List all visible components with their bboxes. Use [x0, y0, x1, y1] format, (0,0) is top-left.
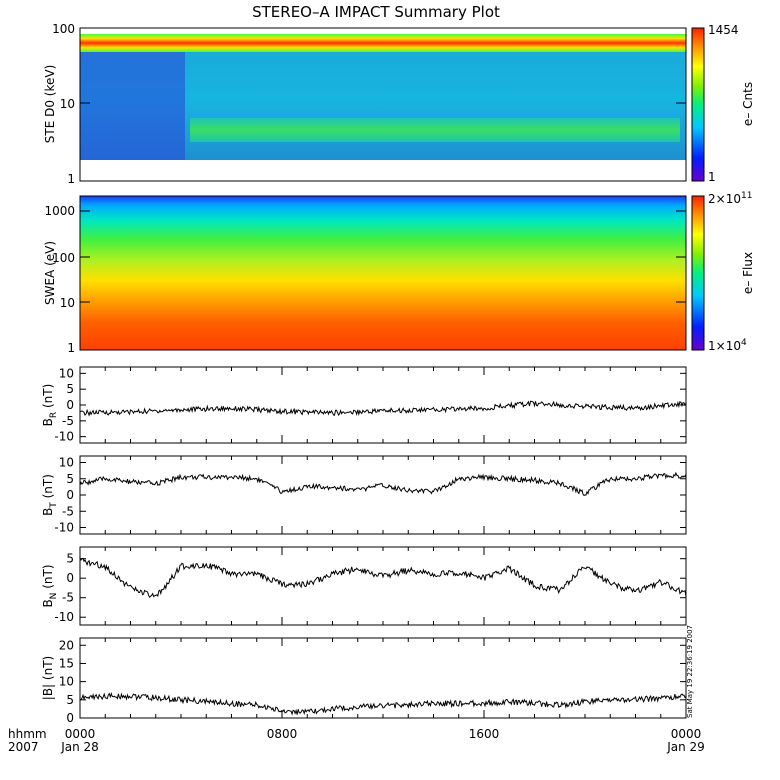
bt-y-label-sub: T	[49, 502, 59, 509]
bt-y-tick-label: 0	[66, 488, 74, 502]
swea-spectrogram	[80, 196, 686, 350]
swea-colorbar: 2×1011 1×104 e– Flux	[691, 191, 755, 353]
ste-y-axis-label: STE D0 (keV)	[43, 65, 57, 144]
swea-colorbar-min-mantissa: 1×10	[708, 339, 741, 353]
bmag-frame	[79, 637, 687, 719]
bn-y-tick-label: 5	[66, 552, 74, 566]
br-y-axis-label: BR (nT)	[41, 384, 59, 427]
swea-colorbar-max: 2×1011	[708, 191, 752, 206]
ste-early-data-gap	[80, 40, 185, 160]
bn-trace	[79, 557, 687, 598]
swea-y-axis-label: SWEA (eV)	[43, 241, 57, 305]
ste-colorbar-min: 1	[708, 170, 716, 184]
bt-y-axis-label: BT (nT)	[41, 474, 59, 516]
swea-panel: SWEA (eV) 1000 100 10 1	[43, 195, 687, 355]
bt-y-label-unit: (nT)	[41, 474, 55, 502]
time-tick-label-0: 0000	[65, 727, 96, 741]
bmag-panel: 0 5 10 15 20 |B| (nT)	[41, 637, 687, 725]
br-y-tick-label: 10	[59, 366, 74, 380]
ste-tick-label-10: 10	[60, 97, 75, 111]
bmag-trace	[79, 691, 687, 716]
swea-colorbar-min: 1×104	[708, 338, 747, 353]
ste-tick-label-100: 100	[52, 22, 75, 36]
bt-y-tick-label: -10	[54, 521, 74, 535]
ste-panel: STE D0 (keV) 100 10 1	[43, 22, 687, 186]
time-tick-sublabel-3: Jan 29	[666, 740, 705, 754]
swea-tick-label-100: 100	[52, 251, 75, 265]
bmag-y-tick-label: 0	[66, 711, 74, 725]
bt-trace	[79, 471, 687, 497]
bmag-y-axis-label: |B| (nT)	[41, 656, 55, 700]
ste-low-energy-enhancement	[190, 118, 680, 142]
time-axis: hhmm 2007 0000 Jan 28 0800 1600 0000 Jan…	[8, 727, 705, 754]
br-y-label-unit: (nT)	[41, 384, 55, 412]
br-y-label-main: B	[41, 418, 55, 426]
swea-colorbar-max-mantissa: 2×10	[708, 192, 741, 206]
ste-y-ticks: 100 10 1	[52, 22, 686, 186]
br-y-tick-label: 0	[66, 398, 74, 412]
bmag-y-tick-label: 20	[59, 638, 74, 652]
bmag-y-tick-label: 5	[66, 693, 74, 707]
chart-title: STEREO–A IMPACT Summary Plot	[252, 3, 500, 21]
bn-panel: -10 -5 0 5 BN (nT)	[41, 546, 687, 626]
bn-y-tick-label: -5	[62, 591, 74, 605]
swea-colorbar-max-exponent: 11	[741, 191, 752, 201]
ste-colorbar-label: e– Cnts	[741, 82, 755, 126]
br-y-tick-label: -10	[54, 430, 74, 444]
bn-frame	[79, 546, 687, 626]
br-trace	[79, 400, 687, 417]
br-y-label-sub: R	[49, 412, 59, 418]
time-tick-label-3: 0000	[671, 727, 702, 741]
swea-tick-label-1: 1	[67, 341, 75, 355]
bmag-y-tick-label: 10	[59, 675, 74, 689]
bt-y-label-main: B	[41, 508, 55, 516]
bn-y-tick-label: -10	[54, 610, 74, 624]
ste-colorbar-max: 1454	[708, 23, 739, 37]
time-tick-label-1: 0800	[267, 727, 298, 741]
swea-colorbar-label: e– Flux	[741, 252, 755, 294]
ste-tick-label-1: 1	[67, 172, 75, 186]
time-axis-row2-label: 2007	[8, 740, 39, 754]
time-axis-row1-label: hhmm	[8, 727, 47, 741]
br-y-tick-label: -5	[62, 414, 74, 428]
bn-y-label-sub: N	[49, 593, 59, 600]
br-y-tick-label: 5	[66, 382, 74, 396]
bt-y-tick-label: -5	[62, 504, 74, 518]
bn-y-tick-label: 0	[66, 571, 74, 585]
time-tick-label-2: 1600	[469, 727, 500, 741]
bt-frame	[79, 455, 687, 535]
swea-colorbar-min-exponent: 4	[741, 338, 747, 348]
bt-y-tick-label: 5	[66, 472, 74, 486]
bt-y-tick-label: 10	[59, 456, 74, 470]
swea-tick-label-10: 10	[60, 296, 75, 310]
timestamp: Sat May 19 22:36:19 2007	[686, 625, 694, 718]
bn-y-label-unit: (nT)	[41, 564, 55, 592]
bn-y-axis-label: BN (nT)	[41, 564, 59, 607]
bn-y-label-main: B	[41, 599, 55, 607]
time-tick-sublabel-0: Jan 28	[60, 740, 99, 754]
bmag-y-tick-label: 15	[59, 656, 74, 670]
ste-colorbar: 1454 1 e– Cnts	[691, 23, 755, 184]
br-frame	[79, 366, 687, 444]
swea-tick-label-1000: 1000	[44, 204, 75, 218]
bmag-y-label-main: |B| (nT)	[41, 656, 55, 700]
ste-bright-band	[80, 34, 686, 52]
swea-y-ticks: 1000 100 10 1	[44, 204, 686, 355]
